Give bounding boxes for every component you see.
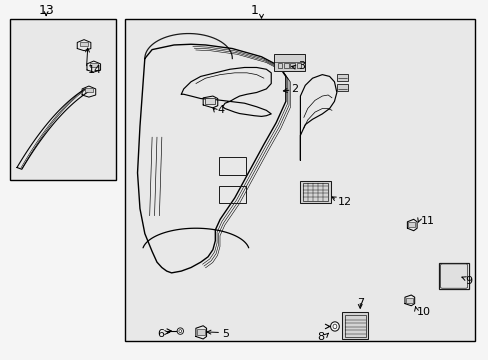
Bar <box>289 63 294 68</box>
Ellipse shape <box>179 330 182 333</box>
Bar <box>204 98 215 104</box>
Bar <box>80 42 88 46</box>
Bar <box>277 63 282 68</box>
Text: 12: 12 <box>337 197 351 207</box>
Bar <box>219 157 245 175</box>
Text: 8: 8 <box>317 332 324 342</box>
Ellipse shape <box>330 322 339 331</box>
Bar <box>197 329 204 336</box>
Text: 3: 3 <box>297 62 305 71</box>
FancyBboxPatch shape <box>440 264 467 288</box>
Bar <box>125 19 474 341</box>
Text: 5: 5 <box>222 329 229 339</box>
Bar <box>341 312 368 339</box>
Bar <box>273 54 305 71</box>
Bar <box>10 19 116 180</box>
Bar <box>284 63 288 68</box>
Bar <box>219 186 245 203</box>
Text: 10: 10 <box>416 307 430 317</box>
Ellipse shape <box>177 328 183 334</box>
Text: 13: 13 <box>38 4 54 17</box>
Text: 4: 4 <box>217 105 224 115</box>
Text: 11: 11 <box>420 216 434 226</box>
Bar <box>85 88 93 93</box>
Bar <box>336 84 347 91</box>
Text: 9: 9 <box>465 276 472 286</box>
Bar <box>438 263 468 289</box>
Bar <box>405 297 412 302</box>
Text: 6: 6 <box>157 329 164 339</box>
Text: 7: 7 <box>356 298 363 308</box>
Bar <box>296 63 301 68</box>
Bar <box>90 63 98 67</box>
Bar <box>407 222 414 227</box>
Bar <box>336 73 347 81</box>
Text: 2: 2 <box>290 84 297 94</box>
Ellipse shape <box>332 324 336 329</box>
Text: 14: 14 <box>88 65 102 75</box>
Bar <box>303 183 327 201</box>
Bar <box>300 181 330 203</box>
Text: 1: 1 <box>250 4 258 17</box>
Bar <box>344 315 365 337</box>
